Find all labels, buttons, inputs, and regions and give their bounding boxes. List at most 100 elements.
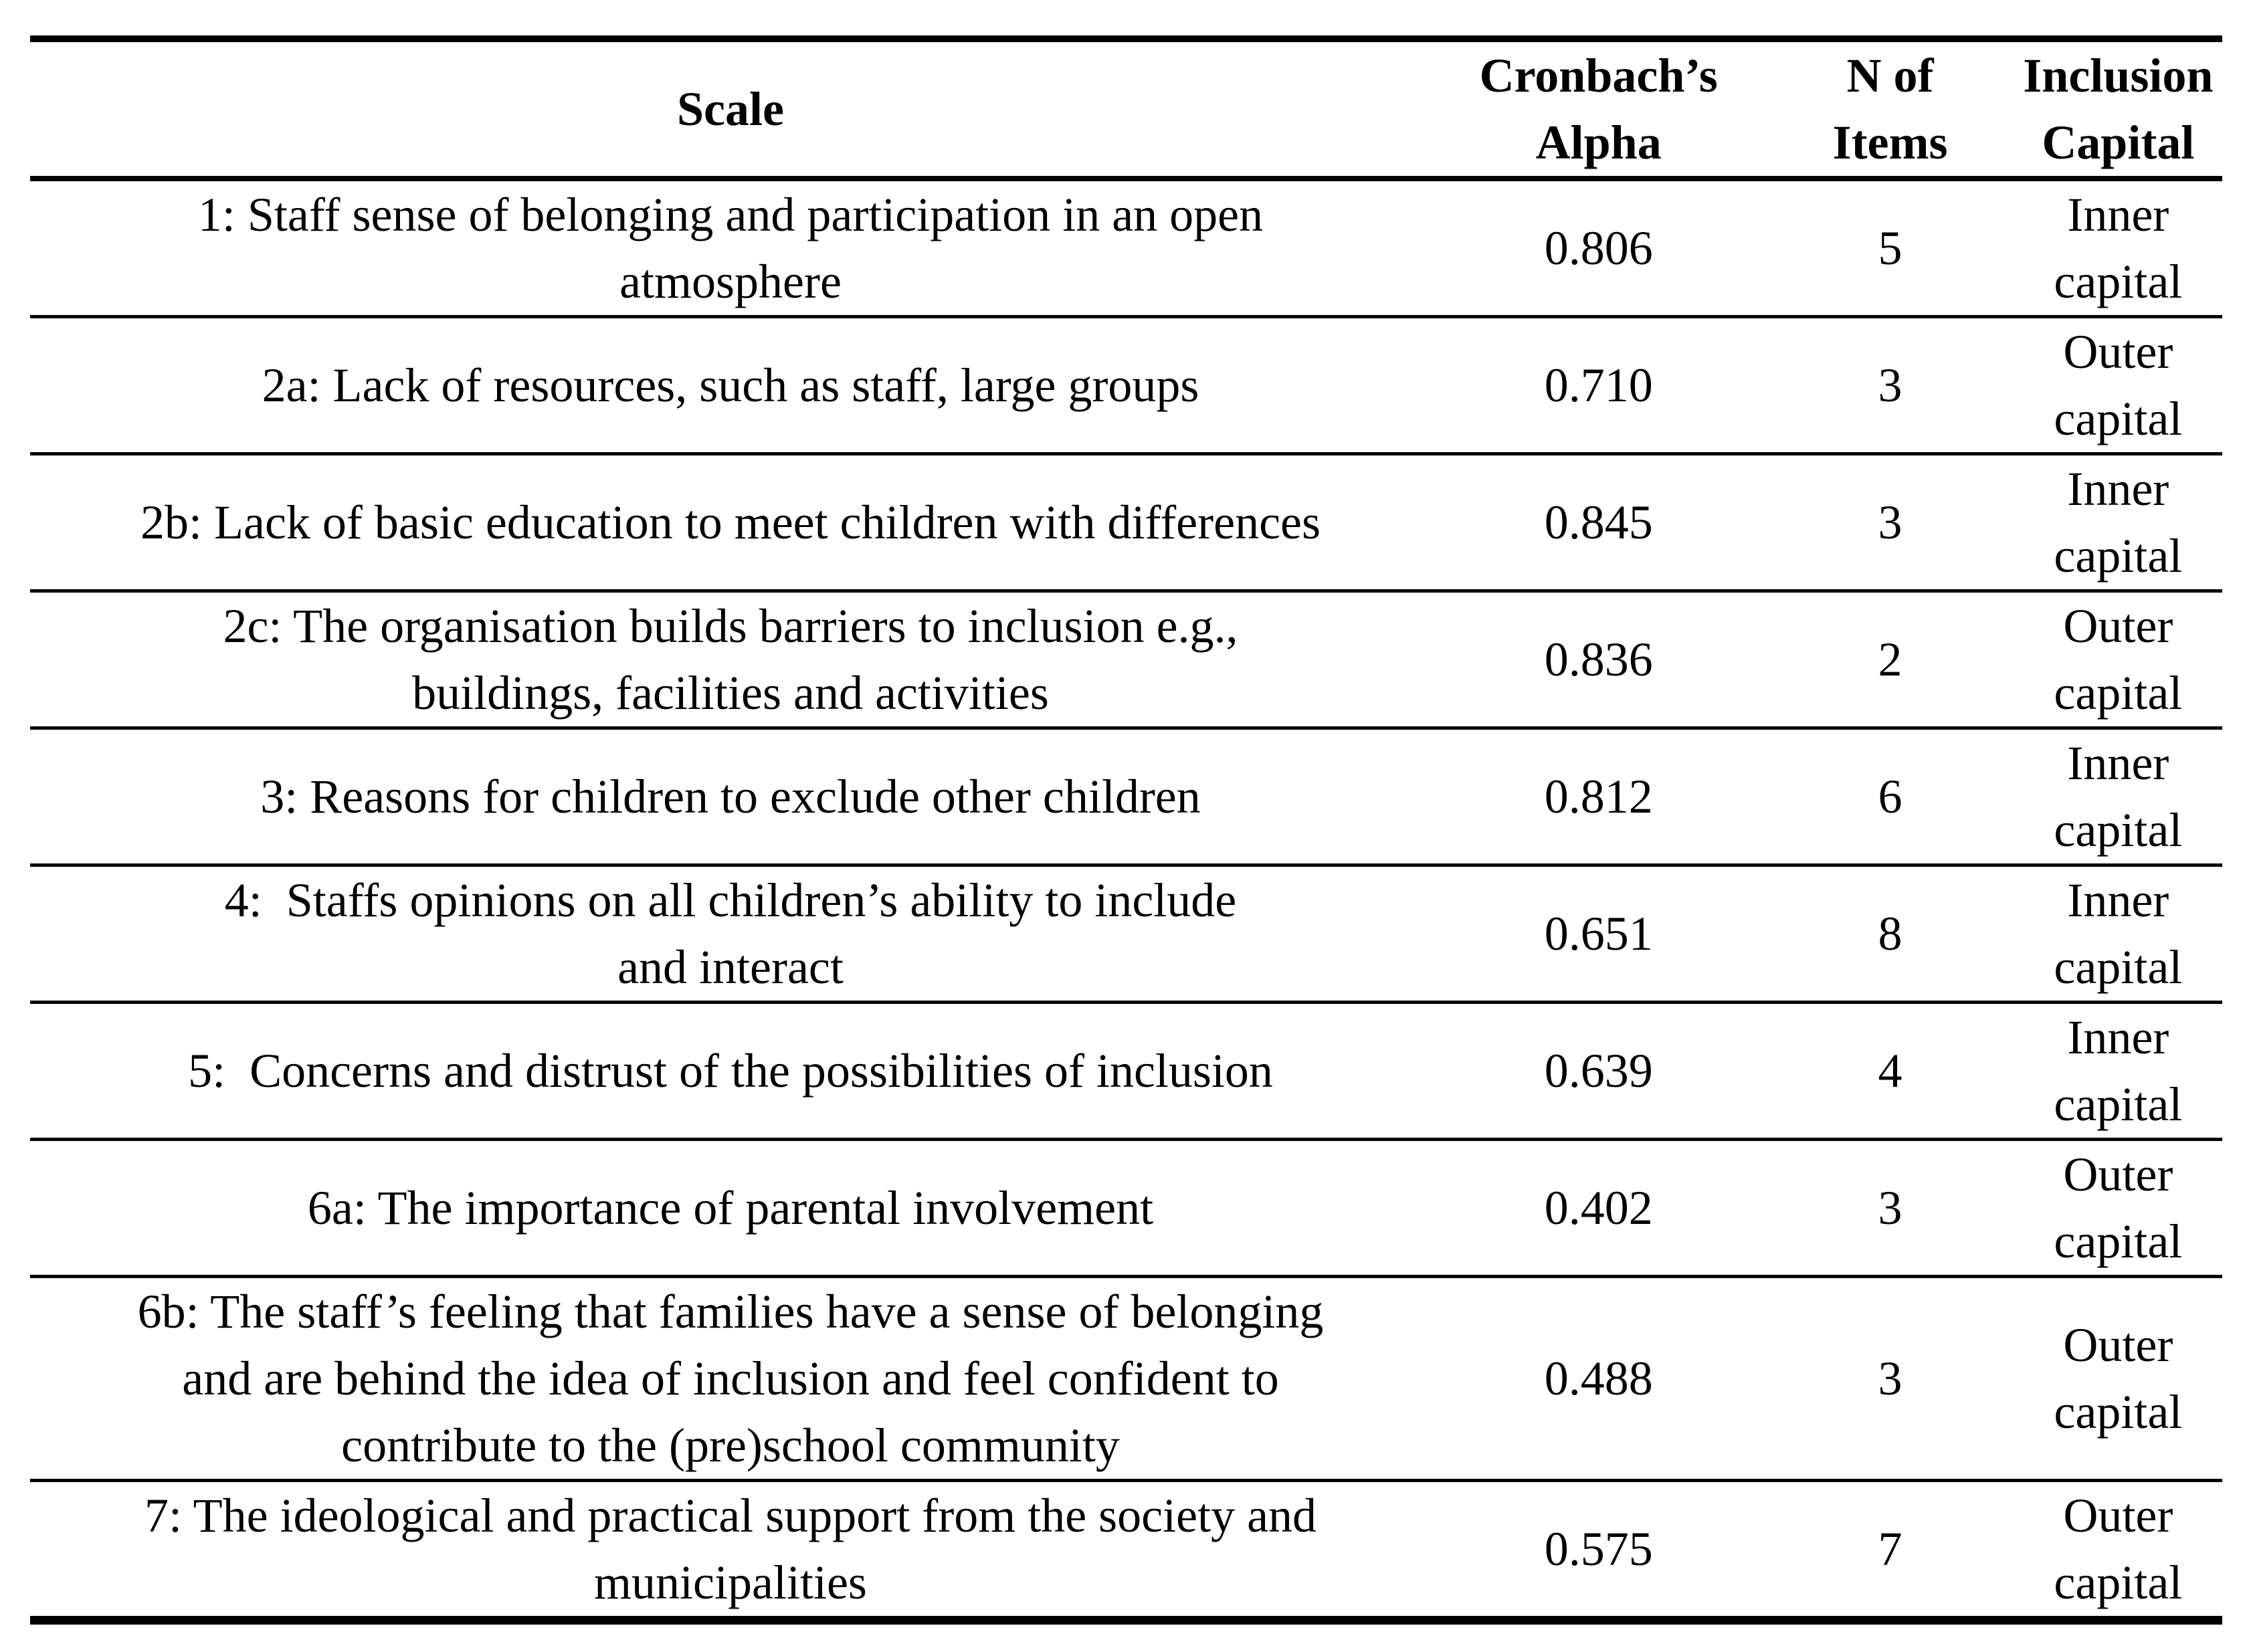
text-line: Inner — [2067, 736, 2169, 790]
text-line: Inner — [2067, 1011, 2169, 1064]
text-line: and are behind the idea of inclusion and… — [182, 1352, 1279, 1405]
text-line: Inner — [2067, 462, 2169, 516]
cell-inclusion-capital: Outer capital — [2014, 317, 2222, 454]
text-line: capital — [2054, 529, 2183, 583]
text-line: capital — [2054, 1077, 2183, 1131]
cell-cronbachs-alpha: 0.710 — [1544, 358, 1653, 412]
text-line: Scale — [677, 82, 784, 136]
cell-n-of-items: 3 — [1878, 1352, 1903, 1405]
cell-cronbachs-alpha: 0.651 — [1544, 907, 1653, 960]
cell-inclusion-capital: Outer capital — [2014, 1481, 2222, 1621]
cell-scale: 4: Staffs opinions on all children’s abi… — [30, 865, 1431, 1003]
cell-n-of-items: 4 — [1878, 1044, 1903, 1098]
table-row: 2b: Lack of basic education to meet chil… — [30, 454, 2222, 591]
cell-n-of-items: 3 — [1878, 1181, 1903, 1235]
text-line: 6a: The importance of parental involveme… — [307, 1181, 1154, 1235]
cell-inclusion-capital: Inner capital — [2014, 454, 2222, 591]
text-line: Inner — [2067, 873, 2169, 927]
table-row: 5: Concerns and distrust of the possibil… — [30, 1003, 2222, 1140]
text-line: atmosphere — [619, 255, 842, 308]
cell-n-of-items: 6 — [1878, 770, 1903, 823]
cell-inclusion-capital: Inner capital — [2014, 728, 2222, 865]
text-line: Inner — [2067, 188, 2169, 241]
text-line: buildings, facilities and activities — [412, 666, 1049, 720]
text-line: Outer — [2063, 1148, 2173, 1201]
cell-n-of-items: 8 — [1878, 907, 1903, 960]
cell-n-of-items: 2 — [1878, 633, 1903, 686]
text-line: 2c: The organisation builds barriers to … — [223, 599, 1238, 653]
cell-cronbachs-alpha: 0.836 — [1544, 633, 1653, 686]
cell-scale: 6b: The staff’s feeling that families ha… — [30, 1277, 1431, 1481]
cell-cronbachs-alpha: 0.806 — [1544, 221, 1653, 275]
text-line: capital — [2054, 255, 2183, 308]
table-row: 4: Staffs opinions on all children’s abi… — [30, 865, 2222, 1003]
text-line: and interact — [617, 940, 844, 994]
text-line: Outer — [2063, 325, 2173, 379]
cell-scale: 7: The ideological and practical support… — [30, 1481, 1431, 1621]
cell-scale: 1: Staff sense of belonging and particip… — [30, 179, 1431, 317]
text-line: 2b: Lack of basic education to meet chil… — [140, 496, 1321, 549]
cell-scale: 5: Concerns and distrust of the possibil… — [30, 1003, 1431, 1140]
text-line: contribute to the (pre)school community — [341, 1419, 1120, 1472]
table-row: 1: Staff sense of belonging and particip… — [30, 179, 2222, 317]
cell-cronbachs-alpha: 0.488 — [1544, 1352, 1653, 1405]
text-line: Alpha — [1535, 116, 1662, 169]
cell-cronbachs-alpha: 0.575 — [1544, 1522, 1653, 1576]
cell-n-of-items: 3 — [1878, 496, 1903, 549]
cell-n-of-items: 3 — [1878, 358, 1903, 412]
cell-scale: 2a: Lack of resources, such as staff, la… — [30, 317, 1431, 454]
text-line: 5: Concerns and distrust of the possibil… — [188, 1044, 1273, 1098]
text-line: Outer — [2063, 599, 2173, 653]
column-header-capital: Inclusion Capital — [2014, 39, 2222, 179]
cell-inclusion-capital: Outer capital — [2014, 1140, 2222, 1277]
table-row: 6a: The importance of parental involveme… — [30, 1140, 2222, 1277]
column-header-scale: Scale — [30, 39, 1431, 179]
table-header: Scale Cronbach’s Alpha N of Items Inclusion Ca… — [30, 39, 2222, 179]
text-line: Outer — [2063, 1489, 2173, 1542]
text-line: Capital — [2042, 116, 2195, 169]
cell-cronbachs-alpha: 0.639 — [1544, 1044, 1653, 1098]
table-row: 2a: Lack of resources, such as staff, la… — [30, 317, 2222, 454]
cell-scale: 6a: The importance of parental involveme… — [30, 1140, 1431, 1277]
table-row: 7: The ideological and practical support… — [30, 1481, 2222, 1621]
header-row: Scale Cronbach’s Alpha N of Items Inclusion Ca… — [30, 39, 2222, 179]
text-line: capital — [2054, 1215, 2183, 1268]
table-row: 6b: The staff’s feeling that families ha… — [30, 1277, 2222, 1481]
cell-scale: 3: Reasons for children to exclude other… — [30, 728, 1431, 865]
text-line: municipalities — [594, 1556, 867, 1609]
text-line: capital — [2054, 940, 2183, 994]
text-line: capital — [2054, 392, 2183, 445]
cell-cronbachs-alpha: 0.812 — [1544, 770, 1653, 823]
cell-inclusion-capital: Inner capital — [2014, 1003, 2222, 1140]
text-line: 7: The ideological and practical support… — [144, 1489, 1317, 1542]
text-line: 4: Staffs opinions on all children’s abi… — [224, 873, 1237, 927]
text-line: N of — [1846, 49, 1934, 102]
text-line: 2a: Lack of resources, such as staff, la… — [262, 358, 1199, 412]
table-body: 1: Staff sense of belonging and particip… — [30, 179, 2222, 1621]
cell-cronbachs-alpha: 0.402 — [1544, 1181, 1653, 1235]
column-header-n-items: N of Items — [1766, 39, 2014, 179]
text-line: Inclusion — [2023, 49, 2214, 102]
cell-scale: 2c: The organisation builds barriers to … — [30, 591, 1431, 728]
text-line: 6b: The staff’s feeling that families ha… — [137, 1285, 1324, 1338]
text-line: Outer — [2063, 1318, 2173, 1372]
table-row: 2c: The organisation builds barriers to … — [30, 591, 2222, 728]
cell-inclusion-capital: Outer capital — [2014, 1277, 2222, 1481]
cell-n-of-items: 7 — [1878, 1522, 1903, 1576]
cell-n-of-items: 5 — [1878, 221, 1903, 275]
text-line: 3: Reasons for children to exclude other… — [260, 770, 1201, 823]
cell-inclusion-capital: Inner capital — [2014, 179, 2222, 317]
text-line: capital — [2054, 803, 2183, 857]
cell-inclusion-capital: Outer capital — [2014, 591, 2222, 728]
text-line: capital — [2054, 1385, 2183, 1439]
column-header-alpha: Cronbach’s Alpha — [1431, 39, 1766, 179]
text-line: Items — [1832, 116, 1948, 169]
cell-inclusion-capital: Inner capital — [2014, 865, 2222, 1003]
reliability-statistics-table: Scale Cronbach’s Alpha N of Items Inclusion Ca… — [30, 35, 2222, 1625]
cell-scale: 2b: Lack of basic education to meet chil… — [30, 454, 1431, 591]
cell-cronbachs-alpha: 0.845 — [1544, 496, 1653, 549]
text-line: capital — [2054, 1556, 2183, 1609]
text-line: capital — [2054, 666, 2183, 720]
text-line: 1: Staff sense of belonging and particip… — [197, 188, 1264, 241]
